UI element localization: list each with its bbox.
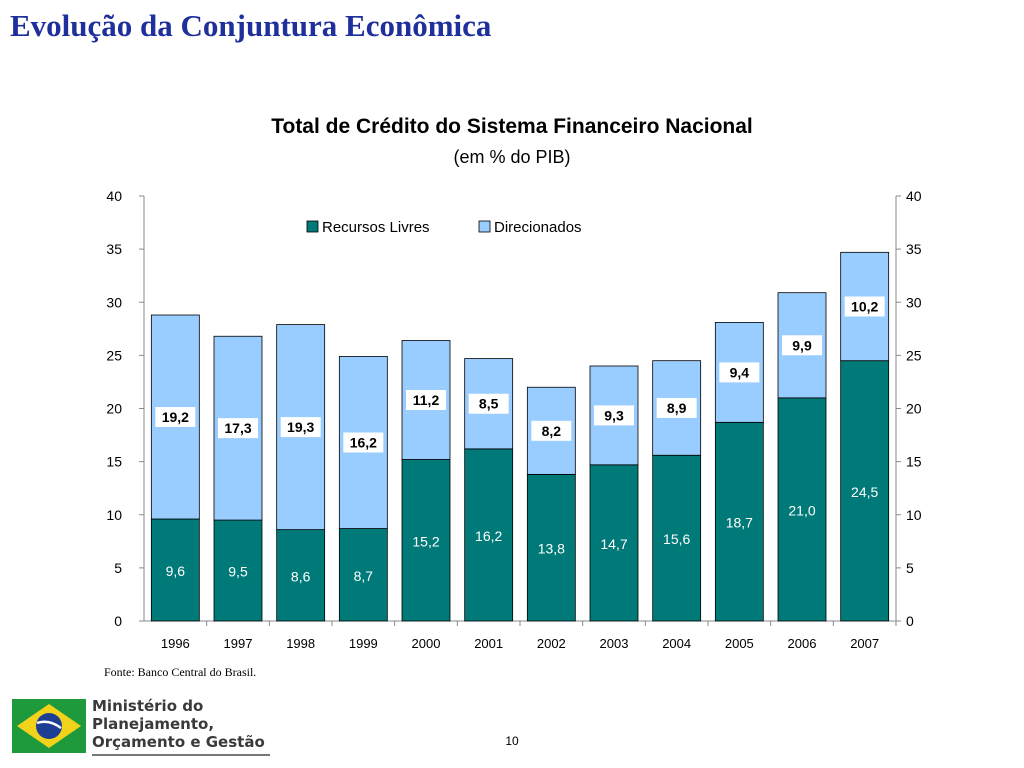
x-tick-label: 1997	[224, 636, 253, 651]
logo-text: Ministério do Planejamento, Orçamento e …	[92, 697, 265, 751]
y-tick-label-left: 5	[114, 560, 122, 576]
slide-title: Evolução da Conjuntura Econômica	[10, 8, 492, 43]
data-label-direcionados: 16,2	[350, 435, 377, 451]
logo-line: Ministério do	[92, 697, 204, 715]
legend-label-direcionados: Direcionados	[494, 219, 582, 236]
y-tick-label-left: 15	[106, 454, 122, 470]
x-tick-label: 2005	[725, 636, 754, 651]
y-tick-label-right: 0	[906, 613, 914, 629]
data-label-direcionados-bg	[594, 405, 634, 426]
x-tick-label: 2001	[474, 636, 503, 651]
chart-title: Total de Crédito do Sistema Financeiro N…	[271, 115, 753, 138]
data-label-direcionados-bg	[656, 397, 697, 418]
legend-swatch-recursos-livres	[306, 220, 319, 233]
bar-recursos-livres	[213, 519, 263, 622]
x-tick-label: 2007	[850, 636, 879, 651]
data-label-recursos-livres: 24,5	[851, 484, 878, 500]
logo-underline	[92, 754, 270, 756]
data-label-direcionados-bg	[782, 335, 822, 356]
data-label-recursos-livres: 8,6	[291, 568, 311, 584]
data-label-recursos-livres: 18,7	[726, 515, 753, 531]
legend-swatch-direcionados	[478, 220, 491, 233]
bar-recursos-livres	[777, 397, 827, 622]
y-tick-label-right: 30	[906, 294, 922, 310]
data-label-recursos-livres: 9,6	[166, 563, 186, 579]
data-label-direcionados-bg	[280, 417, 321, 438]
data-label-direcionados: 8,2	[542, 423, 562, 439]
x-tick-label: 1998	[286, 636, 315, 651]
data-label-direcionados: 9,4	[730, 364, 750, 380]
x-tick-label: 2003	[600, 636, 629, 651]
y-tick-label-left: 20	[106, 401, 122, 417]
bar-recursos-livres	[652, 454, 702, 622]
bar-recursos-livres	[589, 464, 639, 622]
y-tick-label-left: 30	[106, 294, 122, 310]
x-tick-label: 2002	[537, 636, 566, 651]
x-tick-label: 2004	[662, 636, 691, 651]
data-label-recursos-livres: 9,5	[228, 564, 248, 580]
x-tick-label: 2000	[412, 636, 441, 651]
legend-label-recursos-livres: Recursos Livres	[322, 219, 430, 236]
page-number: 10	[505, 734, 519, 748]
chart-subtitle: (em % do PIB)	[453, 147, 571, 167]
data-label-recursos-livres: 21,0	[788, 502, 815, 518]
y-tick-label-right: 20	[906, 401, 922, 417]
ministry-logo: Ministério do Planejamento, Orçamento e …	[12, 697, 272, 757]
data-label-direcionados: 10,2	[851, 299, 878, 315]
data-label-direcionados-bg	[531, 420, 572, 441]
data-label-direcionados-bg	[719, 362, 760, 383]
bar-recursos-livres	[464, 448, 514, 622]
y-tick-label-right: 10	[906, 507, 922, 523]
data-label-direcionados: 9,3	[604, 407, 624, 423]
bar-recursos-livres	[714, 421, 764, 622]
data-label-recursos-livres: 8,7	[354, 568, 374, 584]
data-label-direcionados-bg	[218, 418, 258, 439]
data-label-direcionados-bg	[406, 390, 446, 410]
y-tick-label-right: 5	[906, 560, 914, 576]
bar-recursos-livres	[276, 529, 326, 622]
data-label-direcionados: 19,3	[287, 419, 314, 435]
y-tick-label-right: 40	[906, 188, 922, 204]
brazil-flag-icon	[12, 699, 86, 753]
bar-recursos-livres	[150, 518, 200, 622]
y-tick-label-right: 35	[906, 241, 922, 257]
source-note: Fonte: Banco Central do Brasil.	[104, 665, 257, 679]
data-label-direcionados: 8,5	[479, 396, 499, 412]
data-label-recursos-livres: 13,8	[538, 541, 565, 557]
bar-recursos-livres	[840, 360, 890, 622]
logo-line: Planejamento,	[92, 715, 215, 733]
data-label-recursos-livres: 14,7	[600, 536, 627, 552]
data-label-direcionados: 8,9	[667, 400, 687, 416]
y-tick-label-right: 25	[906, 347, 922, 363]
bar-recursos-livres	[526, 473, 576, 622]
data-label-recursos-livres: 15,6	[663, 531, 690, 547]
data-label-direcionados-bg	[155, 407, 196, 427]
y-tick-label-left: 25	[106, 347, 122, 363]
data-label-direcionados: 17,3	[224, 420, 251, 436]
data-label-direcionados-bg	[844, 296, 885, 317]
y-tick-label-left: 10	[106, 507, 122, 523]
data-label-direcionados: 9,9	[792, 337, 812, 353]
data-label-direcionados: 19,2	[162, 409, 189, 425]
y-tick-label-left: 40	[106, 188, 122, 204]
bar-recursos-livres	[401, 459, 451, 622]
y-tick-label-right: 15	[906, 454, 922, 470]
data-label-direcionados-bg	[343, 432, 384, 453]
y-tick-label-left: 35	[106, 241, 122, 257]
x-tick-label: 1999	[349, 636, 378, 651]
logo-line: Orçamento e Gestão	[92, 733, 265, 751]
x-tick-label: 1996	[161, 636, 190, 651]
bar-recursos-livres	[338, 528, 388, 622]
y-tick-label-left: 0	[114, 613, 122, 629]
x-tick-label: 2006	[788, 636, 817, 651]
data-label-direcionados-bg	[468, 393, 509, 414]
data-label-recursos-livres: 16,2	[475, 528, 502, 544]
data-label-recursos-livres: 15,2	[412, 533, 439, 549]
data-label-direcionados: 11,2	[413, 392, 440, 408]
